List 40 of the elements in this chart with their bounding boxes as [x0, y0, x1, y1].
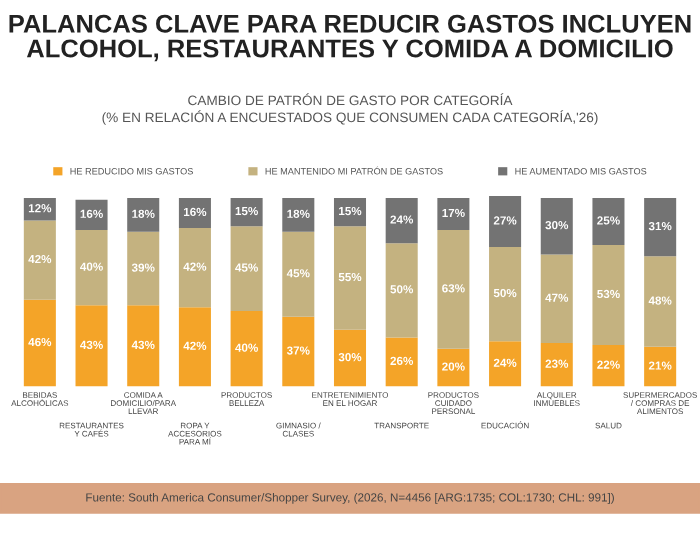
bar [592, 344, 625, 387]
bar [333, 329, 367, 387]
chart-title: PALANCAS CLAVE PARA REDUCIR GASTOS INCLUYEN ALCOHOL, RESTAURANTES Y COMIDA A DOMICILIO [9, 14, 691, 62]
bar [489, 341, 522, 387]
bar [333, 197, 367, 227]
bar [75, 199, 108, 230]
bar [333, 226, 367, 330]
bar [592, 245, 625, 345]
bar [178, 228, 211, 308]
bar [489, 196, 522, 247]
bar [540, 343, 573, 387]
bar [644, 346, 677, 387]
bar [437, 348, 470, 387]
bar [230, 310, 263, 387]
bar [385, 243, 418, 338]
bar [540, 197, 573, 255]
bar [127, 197, 160, 232]
bar [489, 246, 522, 342]
bar [230, 197, 263, 227]
bar [540, 254, 573, 344]
bar [385, 197, 418, 244]
bar [282, 316, 315, 387]
bar [23, 299, 56, 387]
bar [385, 337, 418, 387]
bar [75, 229, 108, 306]
bar [178, 197, 211, 229]
bar [127, 231, 160, 306]
bar [23, 220, 56, 300]
bar [437, 197, 470, 230]
bar [127, 305, 160, 387]
bar [23, 197, 56, 221]
bar [178, 307, 211, 387]
bar [230, 226, 263, 311]
bar [644, 256, 677, 347]
bar [644, 197, 677, 257]
bar [592, 197, 625, 246]
bar [75, 305, 108, 387]
bar [282, 197, 315, 232]
bar [282, 231, 315, 317]
bar [437, 229, 470, 349]
